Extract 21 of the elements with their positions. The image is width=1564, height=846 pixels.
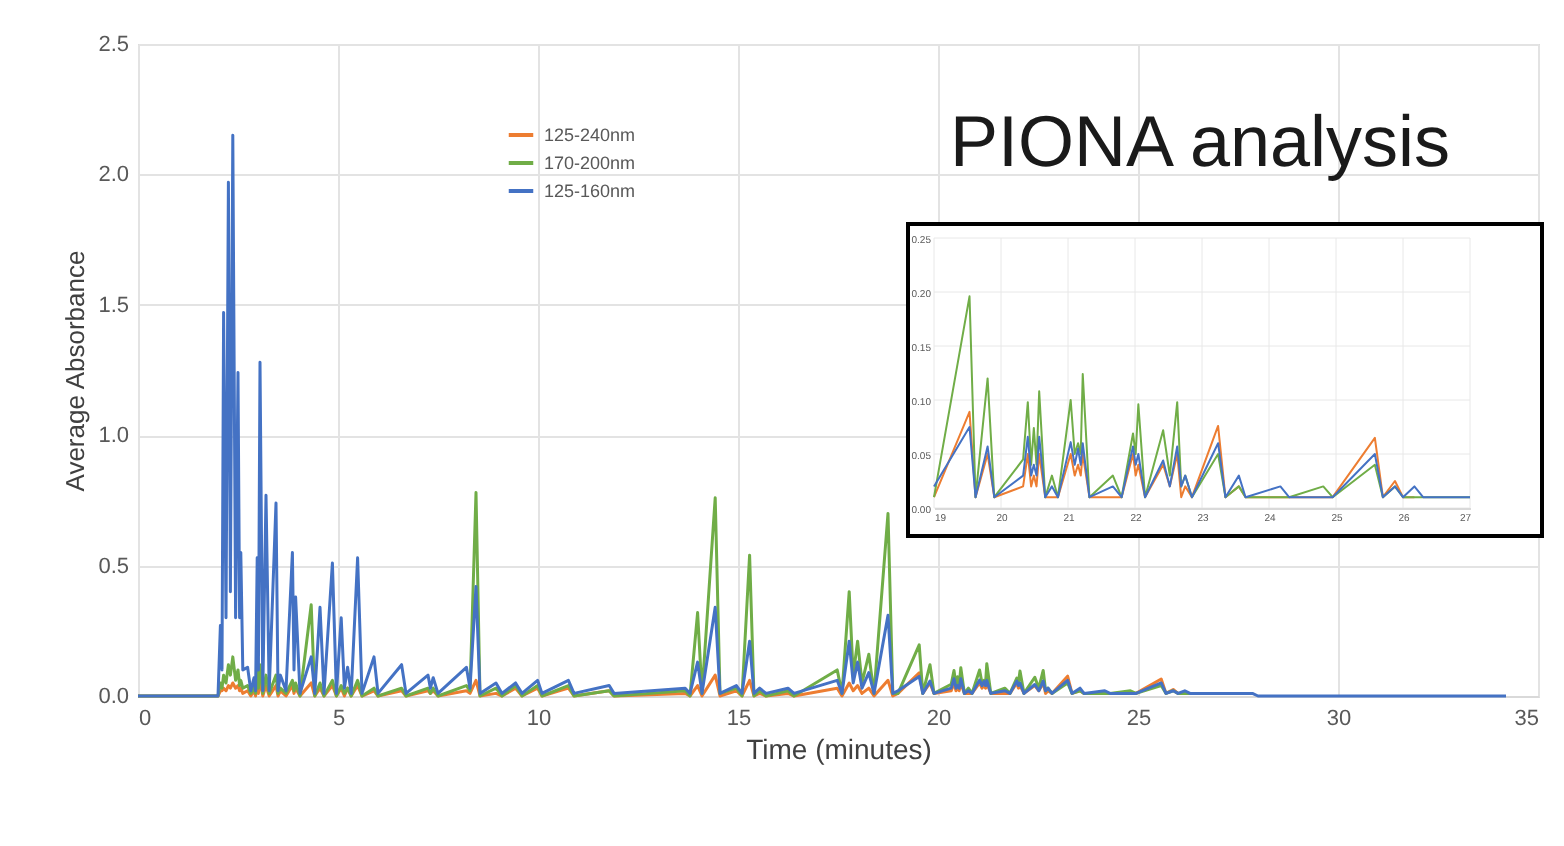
y-tick-label: 2.5 — [98, 33, 129, 57]
x-tick-label: 0 — [139, 707, 152, 731]
y-tick-label: 0.0 — [98, 685, 129, 709]
y-axis-title: Average Absorbance — [60, 250, 91, 492]
y-tick-label: 0.5 — [98, 554, 129, 579]
legend-label: 125-160nm — [544, 181, 636, 201]
legend-label: 125-240nm — [544, 125, 636, 145]
legend-label: 170-200nm — [544, 153, 636, 173]
y-tick-label: 1.5 — [98, 293, 129, 318]
x-tick-label: 30 — [1326, 707, 1352, 731]
x-tick-label: 10 — [526, 707, 552, 731]
x-tick-label: 35 — [1514, 707, 1539, 731]
line-series — [933, 426, 1471, 499]
y-tick-label: 2.0 — [98, 163, 129, 188]
text: PIONA analysis — [949, 100, 1451, 182]
y-tick-label: 1.0 — [98, 424, 129, 449]
x-axis-title: Time (minutes) — [746, 733, 932, 765]
x-tick-label: 20 — [926, 707, 952, 731]
x-tick-label: 5 — [332, 707, 346, 731]
x-tick-label: 25 — [1126, 707, 1152, 731]
x-tick-label: 15 — [726, 707, 752, 731]
